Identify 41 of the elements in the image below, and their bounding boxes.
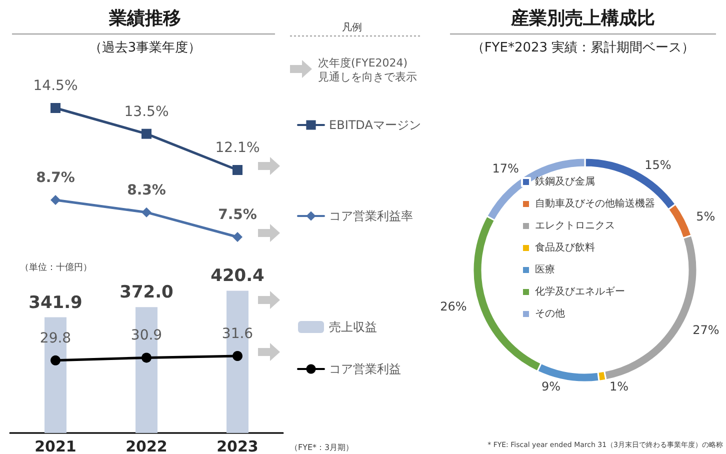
chart-subtitle: （過去3事業年度）	[88, 40, 202, 56]
legend-title: 凡例	[342, 22, 362, 34]
legend-label: 医療	[535, 264, 555, 276]
x-tick-label: 2023	[216, 438, 258, 454]
data-label: 27%	[692, 323, 720, 338]
legend-label: 食品及び飲料	[535, 242, 595, 254]
data-label: 12.1%	[215, 140, 260, 156]
legend-label: エレクトロニクス	[535, 220, 615, 232]
legend-label: 鉄鋼及び金属	[535, 176, 595, 188]
chart-title: 業績推移	[108, 8, 181, 28]
data-label: 372.0	[120, 282, 174, 303]
legend-label: コア営業利益	[329, 362, 401, 376]
chart-title: 産業別売上構成比	[510, 8, 655, 28]
data-label: 31.6	[222, 326, 254, 342]
legend-label: 化学及びエネルギー	[535, 286, 625, 298]
legend-label: 売上収益	[329, 320, 377, 334]
text: （FYE*：3月期）	[290, 443, 354, 452]
data-label: 30.9	[130, 328, 162, 344]
data-label: 14.5%	[33, 78, 78, 94]
legend-label: その他	[535, 308, 565, 320]
data-label: 420.4	[210, 266, 265, 286]
data-label: 13.5%	[124, 104, 169, 120]
legend-label: 自動車及びその他輸送機器	[535, 198, 655, 210]
data-label: 8.7%	[36, 170, 75, 186]
data-label: 15%	[644, 158, 672, 172]
data-label: 17%	[492, 161, 519, 176]
data-label: 9%	[541, 380, 561, 394]
data-label: 26%	[440, 299, 467, 314]
data-label: 341.9	[28, 292, 82, 313]
chart-subtitle: （FYE*2023 実績：累計期間ベース）	[471, 40, 695, 56]
text: （単位：十億円）	[20, 262, 92, 273]
x-tick-label: 2022	[126, 438, 168, 454]
legend-label: EBITDAマージン	[329, 118, 421, 132]
data-label: 5%	[696, 209, 716, 224]
data-label: 8.3%	[127, 182, 166, 198]
text: 次年度(FYE2024) 見通しを向きで表示	[318, 56, 417, 84]
data-label: 29.8	[40, 330, 72, 346]
data-label: 1%	[609, 380, 629, 394]
legend-label: コア営業利益率	[329, 209, 413, 223]
data-label: 7.5%	[218, 207, 257, 223]
x-tick-label: 2021	[34, 438, 76, 454]
